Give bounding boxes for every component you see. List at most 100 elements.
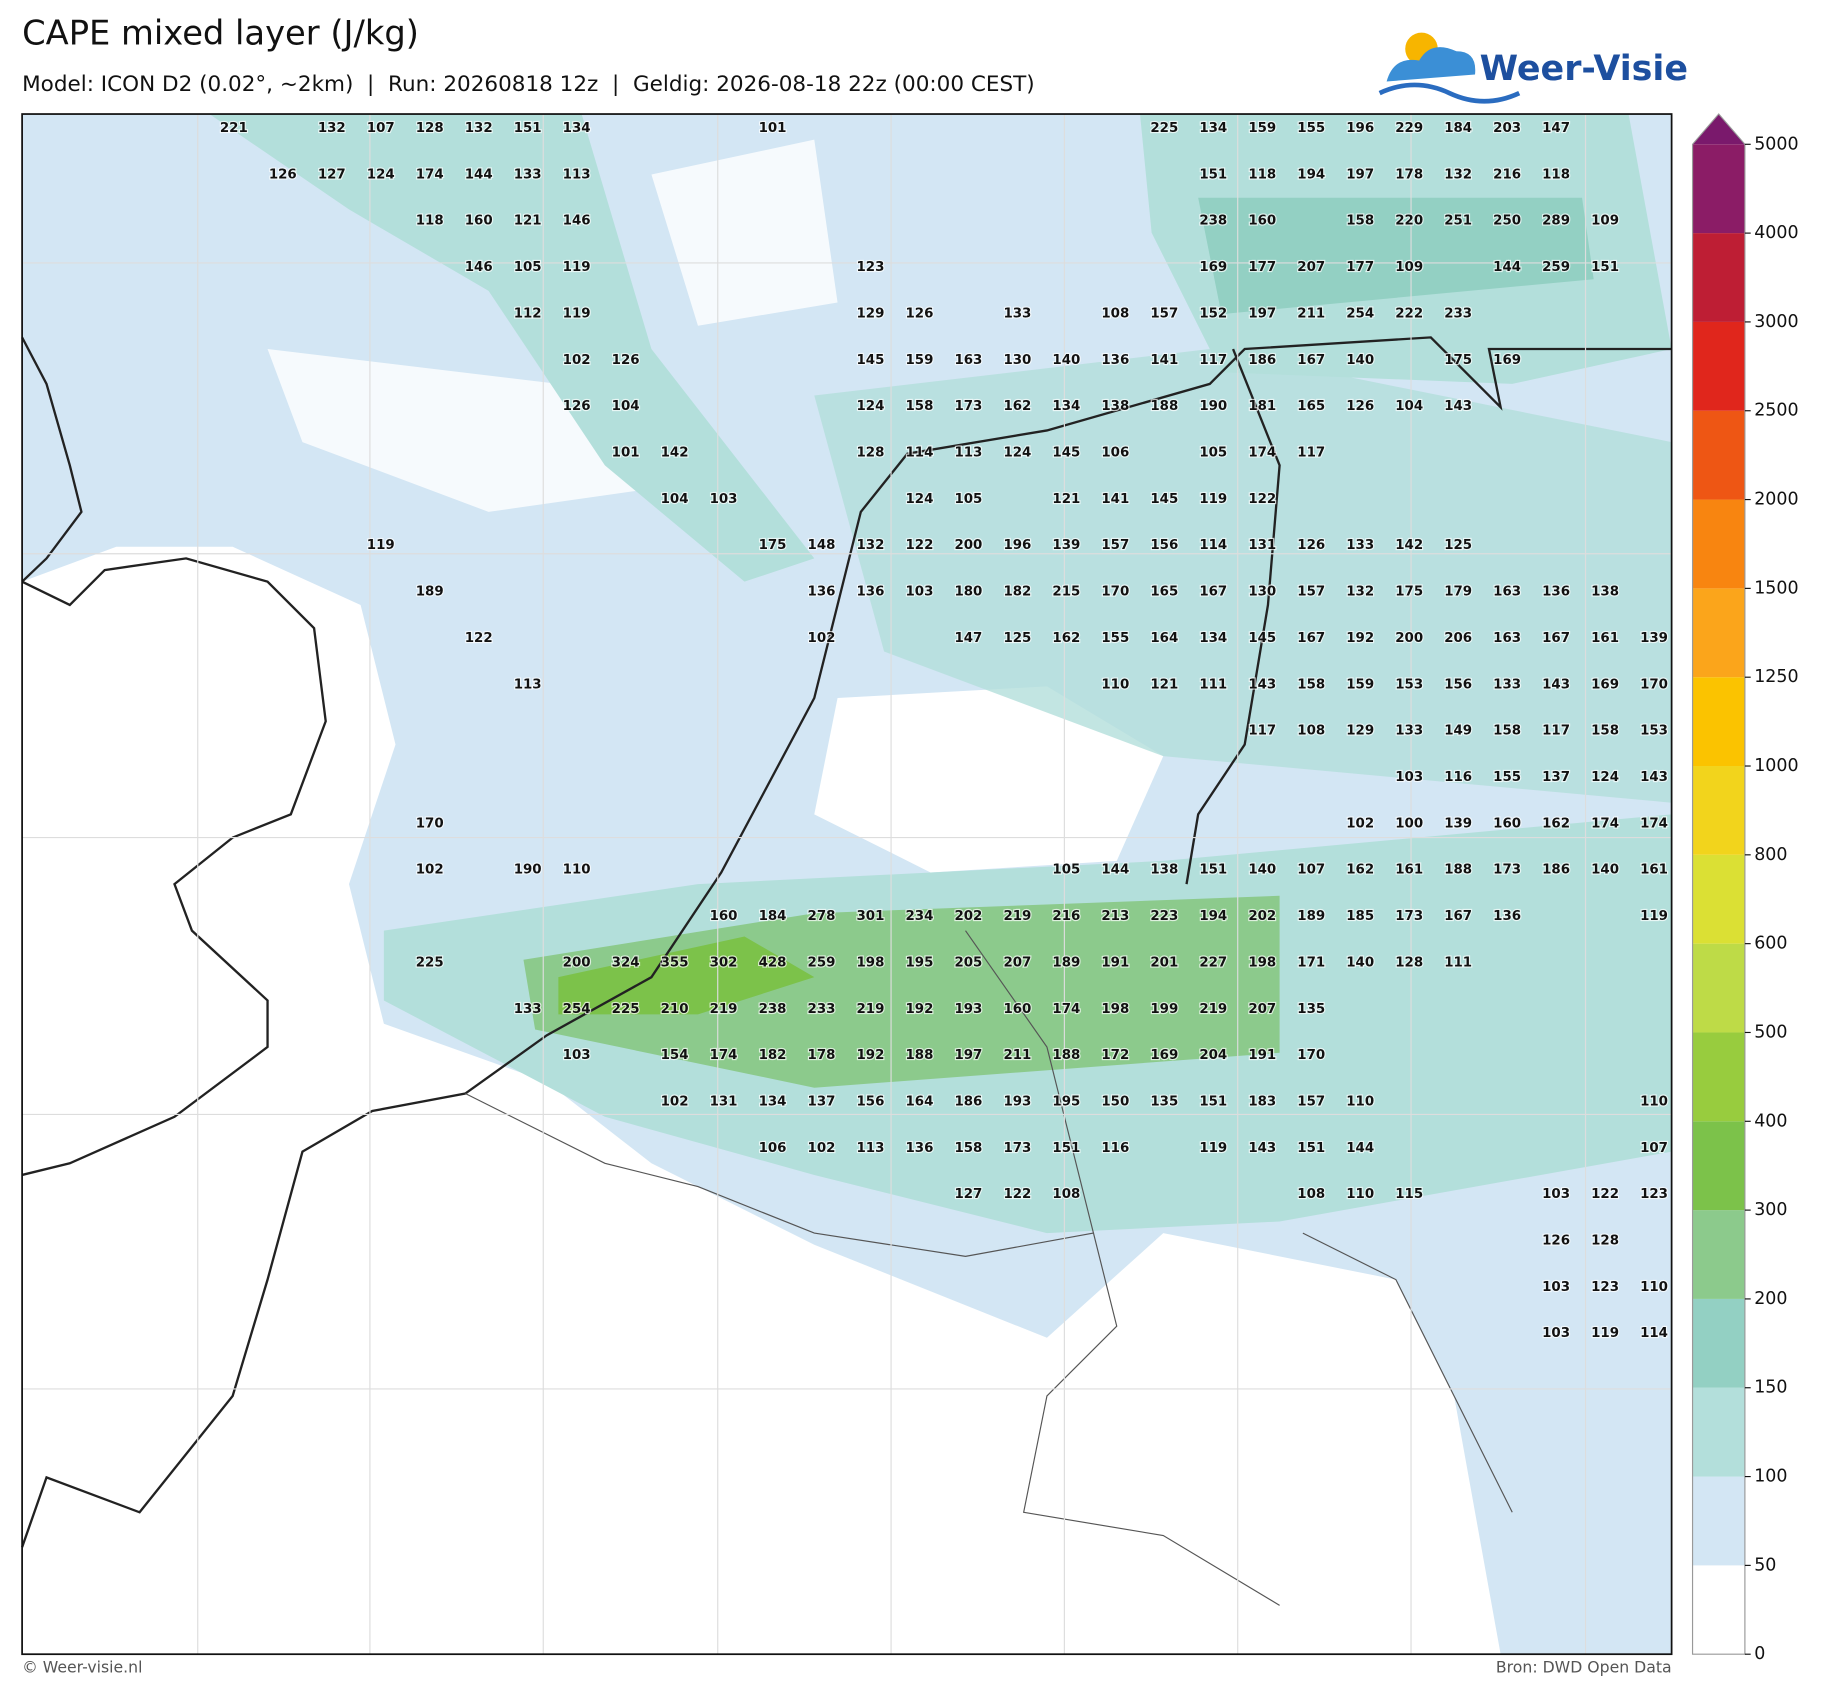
cape-label: 108: [1297, 724, 1325, 739]
cape-label: 177: [1346, 260, 1374, 275]
cape-label: 122: [1003, 1187, 1031, 1202]
cape-label: 182: [1003, 585, 1031, 600]
cape-label: 134: [1199, 121, 1227, 136]
cape-label: 140: [1052, 353, 1080, 368]
cape-label: 106: [1101, 445, 1129, 460]
cape-label: 121: [514, 214, 542, 229]
cape-label: 134: [1199, 631, 1227, 646]
cape-label: 118: [1542, 167, 1570, 182]
colorbar-tick-label: 0: [1754, 1644, 1765, 1664]
cape-label: 190: [1199, 399, 1227, 414]
cape-label: 143: [1640, 770, 1668, 785]
cape-label: 102: [661, 1094, 689, 1109]
cape-label: 159: [1346, 677, 1374, 692]
colorbar-band: [1692, 1210, 1745, 1299]
cape-label: 103: [563, 1048, 591, 1063]
colorbar-tick-label: 400: [1754, 1111, 1787, 1131]
colorbar-tick-label: 5000: [1754, 134, 1798, 154]
cape-label: 198: [1101, 1002, 1129, 1017]
cape-label: 135: [1297, 1002, 1325, 1017]
cape-label: 126: [269, 167, 297, 182]
cape-label: 189: [416, 585, 444, 600]
cape-label: 189: [1052, 955, 1080, 970]
cape-label: 192: [905, 1002, 933, 1017]
cape-label: 162: [1542, 816, 1570, 831]
cape-label: 167: [1297, 353, 1325, 368]
cape-label: 233: [1444, 306, 1472, 321]
colorbar-band: [1692, 1387, 1745, 1477]
title: CAPE mixed layer (J/kg): [22, 13, 419, 52]
cape-label: 149: [1444, 724, 1472, 739]
cape-label: 110: [1101, 677, 1129, 692]
cape-label: 199: [1150, 1002, 1178, 1017]
colorbar-band: [1692, 1121, 1745, 1211]
colorbar-tick-label: 50: [1754, 1555, 1776, 1575]
cape-label: 203: [1493, 121, 1521, 136]
cape-label: 186: [954, 1094, 982, 1109]
cape-label: 154: [661, 1048, 689, 1063]
cape-label: 115: [1395, 1187, 1423, 1202]
cape-label: 169: [1150, 1048, 1178, 1063]
cape-label: 127: [954, 1187, 982, 1202]
cape-label: 200: [1395, 631, 1423, 646]
cape-label: 142: [661, 445, 689, 460]
cape-label: 138: [1101, 399, 1129, 414]
cape-label: 132: [318, 121, 346, 136]
cape-label: 105: [1199, 445, 1227, 460]
cape-label: 167: [1542, 631, 1570, 646]
cape-label: 158: [954, 1141, 982, 1156]
cape-label: 153: [1395, 677, 1423, 692]
cape-label: 155: [1493, 770, 1521, 785]
cape-label: 158: [1591, 724, 1619, 739]
cape-label: 221: [220, 121, 248, 136]
cape-label: 132: [1346, 585, 1374, 600]
cape-label: 122: [465, 631, 493, 646]
cape-label: 122: [905, 538, 933, 553]
cape-label: 140: [1346, 353, 1374, 368]
cape-label: 151: [1199, 167, 1227, 182]
colorbar-band: [1692, 677, 1745, 767]
cape-label: 111: [1199, 677, 1227, 692]
colorbar-band: [1692, 766, 1745, 855]
cape-label: 150: [1101, 1094, 1129, 1109]
cape-label: 170: [1101, 585, 1129, 600]
cape-label: 186: [1248, 353, 1276, 368]
colorbar-tick-label: 1000: [1754, 756, 1798, 776]
cape-label: 146: [563, 214, 591, 229]
cape-label: 175: [1395, 585, 1423, 600]
cape-label: 103: [1542, 1280, 1570, 1295]
cape-label: 193: [954, 1002, 982, 1017]
cape-label: 200: [954, 538, 982, 553]
cape-label: 132: [1444, 167, 1472, 182]
cape-label: 110: [563, 863, 591, 878]
cape-label: 178: [808, 1048, 836, 1063]
cape-label: 143: [1248, 677, 1276, 692]
cape-label: 211: [1297, 306, 1325, 321]
cape-label: 145: [1248, 631, 1276, 646]
cape-label: 170: [1297, 1048, 1325, 1063]
cape-label: 110: [1640, 1094, 1668, 1109]
cape-label: 301: [857, 909, 885, 924]
cape-label: 167: [1199, 585, 1227, 600]
cape-label: 144: [1101, 863, 1129, 878]
cape-label: 211: [1003, 1048, 1031, 1063]
cape-label: 102: [563, 353, 591, 368]
logo: Weer-Visie: [1378, 32, 1688, 104]
cape-label: 202: [954, 909, 982, 924]
cape-label: 102: [416, 863, 444, 878]
cape-label: 102: [1346, 816, 1374, 831]
cape-label: 165: [1150, 585, 1178, 600]
cape-label: 106: [759, 1141, 787, 1156]
subtitle: Model: ICON D2 (0.02°, ~2km) | Run: 2026…: [22, 72, 1035, 97]
cape-label: 105: [1052, 863, 1080, 878]
cape-label: 160: [1248, 214, 1276, 229]
cape-label: 324: [612, 955, 640, 970]
cape-label: 233: [808, 1002, 836, 1017]
cape-label: 173: [1395, 909, 1423, 924]
cape-label: 156: [857, 1094, 885, 1109]
cape-label: 139: [1052, 538, 1080, 553]
cape-label: 139: [1640, 631, 1668, 646]
colorbar-band: [1692, 854, 1745, 944]
cape-label: 114: [1640, 1326, 1668, 1341]
